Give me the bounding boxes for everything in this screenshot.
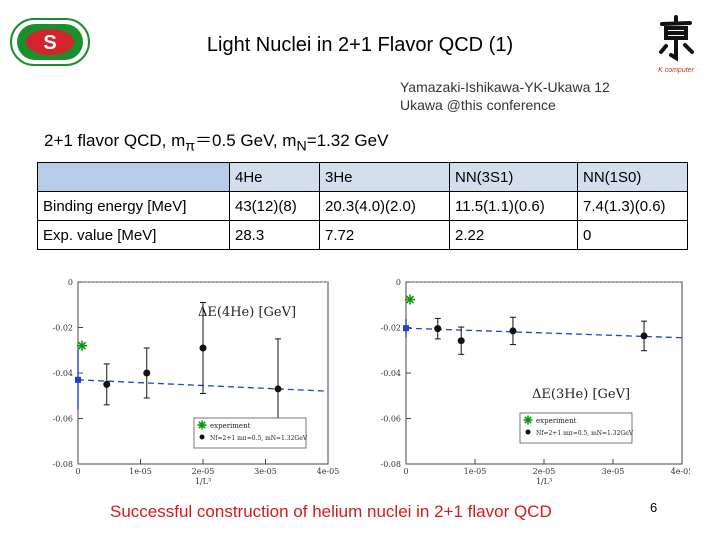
legend-label: Nf=2+1 mπ=0.5, mN=1.32GeV (210, 435, 308, 442)
table-header-cell: NN(1S0) (577, 162, 688, 192)
logo-letter: S (43, 32, 56, 54)
logo-right: K computer (652, 14, 700, 74)
table-header-cell: NN(3S1) (449, 162, 578, 192)
y-tick-label: 0 (68, 278, 73, 287)
setup-prefix: 2+1 flavor QCD, m (44, 131, 186, 150)
table-cell: 28.3 (229, 220, 320, 250)
data-point (457, 337, 465, 345)
n-subscript: N (296, 138, 307, 155)
data-point (640, 332, 648, 340)
chart-title: ΔE(4He) [GeV] (198, 305, 296, 320)
table-cell: 11.5(1.1)(0.6) (449, 191, 578, 221)
y-tick-label: -0.02 (52, 324, 73, 333)
pi-value: ＝0.5 GeV, m (195, 131, 297, 150)
page-number: 6 (650, 500, 658, 515)
fit-line (405, 327, 683, 339)
table-row: Binding energy [MeV] 43(12)(8) 20.3(4.0)… (37, 191, 688, 221)
results-table: 4He 3He NN(3S1) NN(1S0) Binding energy [… (37, 162, 688, 250)
kei-calligraphy-icon (659, 15, 694, 62)
table-header-cell: 3He (319, 162, 450, 192)
table-header-row: 4He 3He NN(3S1) NN(1S0) (37, 162, 688, 192)
logo-red-core (26, 29, 74, 55)
chart-title: ΔE(3He) [GeV] (532, 387, 630, 402)
x-axis-label: 1/L³ (195, 477, 211, 486)
x-tick-label: 3e-05 (602, 467, 625, 476)
experiment-star (405, 294, 415, 305)
table-cell: 7.4(1.3)(0.6) (577, 191, 688, 221)
legend-label: experiment (536, 417, 577, 425)
table-cell: 7.72 (319, 220, 450, 250)
y-tick-label: -0.06 (380, 415, 401, 424)
logo-right-caption: K computer (658, 67, 694, 74)
y-tick-label: -0.02 (380, 324, 401, 333)
x-tick-label: 2e-05 (192, 467, 215, 476)
legend-dot (525, 429, 531, 435)
x-tick-label: 4e-05 (671, 467, 690, 476)
data-point (434, 325, 442, 333)
data-point (509, 327, 517, 335)
logo-left: S (10, 18, 90, 66)
n-value: =1.32 GeV (306, 131, 389, 150)
data-point (103, 380, 111, 388)
table-row: Exp. value [MeV] 28.3 7.72 2.22 0 (37, 220, 688, 250)
x-tick-label: 0 (403, 467, 408, 476)
author-line: Yamazaki-Ishikawa-YK-Ukawa 12 (400, 79, 610, 95)
table-cell: 20.3(4.0)(2.0) (319, 191, 450, 221)
data-point (199, 344, 207, 352)
table-cell: 43(12)(8) (229, 191, 320, 221)
setup-line: 2+1 flavor QCD, mπ＝0.5 GeV, mN=1.32 GeV (44, 126, 388, 154)
experiment-star (77, 340, 87, 351)
x-tick-label: 2e-05 (533, 467, 556, 476)
legend-star (197, 420, 207, 430)
data-point (143, 369, 151, 377)
data-point (274, 385, 282, 393)
chart-3he: 0-0.02-0.04-0.06-0.080 1e-05 2e-05 3e-05 4e-… (380, 278, 690, 486)
legend-label: Nf=2+1 mπ=0.5, mN=1.32GeV (536, 430, 634, 437)
chart-4he: 0-0.02-0.04-0.06-0.080 1e-05 2e-05 3e-05 4e-… (52, 278, 340, 486)
x-tick-label: 0 (75, 467, 80, 476)
y-tick-label: -0.06 (52, 415, 73, 424)
y-tick-label: -0.04 (380, 369, 401, 378)
table-header-cell (37, 162, 230, 192)
x-tick-label: 3e-05 (254, 467, 277, 476)
legend-label: experiment (210, 422, 251, 430)
legend-box (193, 417, 307, 449)
table-cell: 0 (577, 220, 688, 250)
footer-statement: Successful construction of helium nuclei… (110, 502, 552, 521)
y-tick-label: -0.04 (52, 369, 73, 378)
legend-box (519, 412, 633, 444)
pi-subscript: π (185, 138, 196, 155)
y-tick-label: 0 (396, 278, 401, 287)
author-line: Ukawa @this conference (400, 97, 556, 113)
x-tick-label: 1e-05 (464, 467, 487, 476)
table-cell: Exp. value [MeV] (37, 220, 230, 250)
table-cell: 2.22 (449, 220, 578, 250)
x-axis-label: 1/L³ (536, 477, 552, 486)
table-header-cell: 4He (229, 162, 320, 192)
x-tick-label: 4e-05 (317, 467, 340, 476)
legend-star (523, 415, 533, 425)
y-tick-label: -0.08 (380, 460, 401, 469)
extrapolation-point (403, 325, 409, 332)
x-tick-label: 1e-05 (129, 467, 152, 476)
authors: Yamazaki-Ishikawa-YK-Ukawa 12 Ukawa @thi… (400, 78, 610, 114)
extrapolation-point (75, 376, 81, 383)
slide-title: Light Nuclei in 2+1 Flavor QCD (1) (206, 34, 514, 56)
y-tick-label: -0.08 (52, 460, 73, 469)
table-cell: Binding energy [MeV] (37, 191, 230, 221)
legend-dot (199, 434, 205, 440)
